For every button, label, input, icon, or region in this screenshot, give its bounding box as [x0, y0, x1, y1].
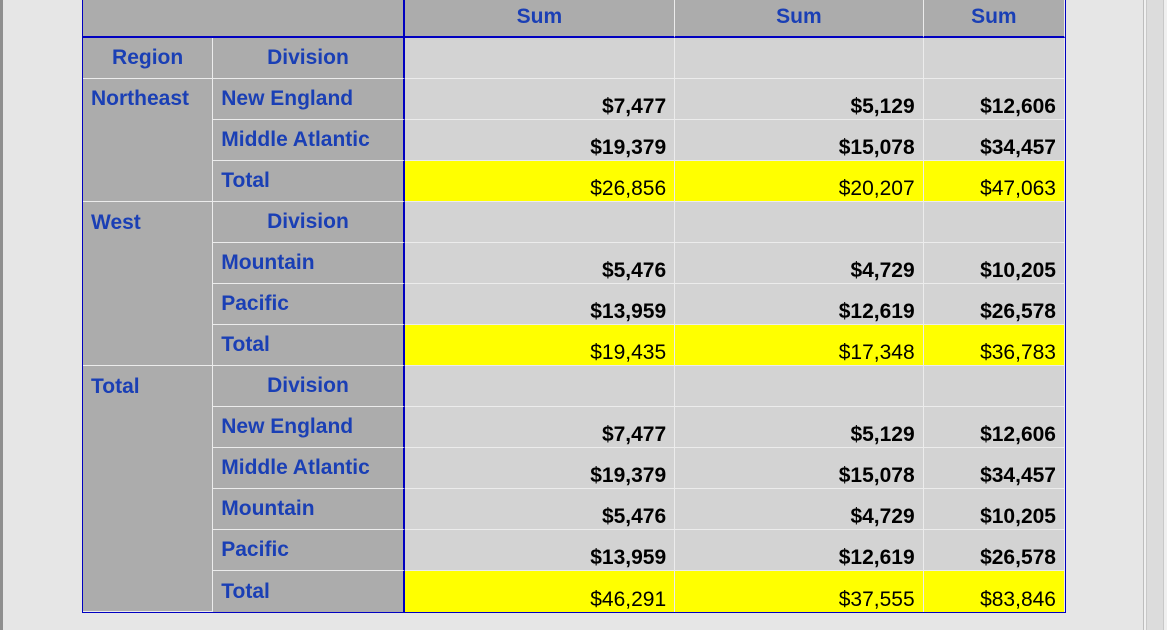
empty-cell: [923, 202, 1065, 243]
table-row: Middle Atlantic $19,379 $15,078 $34,457: [83, 120, 1065, 161]
group-header-row: Total Division: [83, 366, 1065, 612]
division-label: Total: [213, 161, 405, 202]
division-label: Total: [213, 571, 405, 612]
value-cell: $19,379: [404, 120, 676, 161]
value-cell: $4,729: [675, 243, 924, 284]
value-cell: $10,205: [923, 243, 1065, 284]
table-row: New England $7,477 $5,129 $12,606: [83, 407, 1065, 448]
empty-cell: [404, 38, 676, 79]
total-value-cell: $17,348: [675, 325, 924, 366]
group-header-row: West Division: [83, 202, 1065, 366]
value-cell: $12,606: [923, 407, 1065, 448]
table-row: Pacific $13,959 $12,619 $26,578: [83, 284, 1065, 325]
region-column-label: Region: [83, 38, 214, 79]
tabulate-report: Sum Sum Sum Region Division Northeast New E…: [82, 0, 1066, 613]
division-label: Middle Atlantic: [213, 120, 405, 161]
division-label: Pacific: [213, 530, 405, 571]
value-cell: $5,129: [675, 407, 924, 448]
table-row: Pacific $13,959 $12,619 $26,578: [83, 530, 1065, 571]
total-value-cell: $26,856: [404, 161, 676, 202]
value-cell: $15,078: [675, 120, 924, 161]
division-label: Middle Atlantic: [213, 448, 405, 489]
value-cell: $15,078: [675, 448, 924, 489]
value-cell: $12,606: [923, 79, 1065, 120]
table-body: Region Division Northeast New England $7,477…: [83, 38, 1065, 612]
total-value-cell: $46,291: [404, 571, 676, 612]
empty-cell: [675, 38, 924, 79]
column-header-sum-2: Sum: [675, 0, 924, 38]
column-header-row: Sum Sum Sum: [83, 0, 1065, 38]
value-cell: $19,379: [404, 448, 676, 489]
total-value-cell: $47,063: [923, 161, 1065, 202]
column-header-sum-1: Sum: [404, 0, 676, 38]
total-value-cell: $20,207: [675, 161, 924, 202]
division-label: New England: [213, 79, 405, 120]
value-cell: $26,578: [923, 530, 1065, 571]
empty-cell: [675, 366, 924, 407]
scrollbar-track[interactable]: [1146, 0, 1164, 630]
division-column-label: Division: [213, 202, 405, 243]
value-cell: $5,476: [404, 243, 676, 284]
empty-cell: [404, 366, 676, 407]
value-cell: $26,578: [923, 284, 1065, 325]
value-cell: $7,477: [404, 79, 676, 120]
empty-cell: [923, 38, 1065, 79]
division-column-label: Division: [213, 366, 405, 407]
total-value-cell: $19,435: [404, 325, 676, 366]
total-row: Total $46,291 $37,555 $83,846: [83, 571, 1065, 612]
value-cell: $34,457: [923, 120, 1065, 161]
value-cell: $13,959: [404, 284, 676, 325]
empty-cell: [404, 202, 676, 243]
division-label: Mountain: [213, 243, 405, 284]
region-label: West: [83, 202, 214, 366]
table-row: Mountain $5,476 $4,729 $10,205: [83, 489, 1065, 530]
division-column-label: Division: [213, 38, 405, 79]
value-cell: $7,477: [404, 407, 676, 448]
value-cell: $12,619: [675, 284, 924, 325]
empty-cell: [923, 366, 1065, 407]
division-label: Total: [213, 325, 405, 366]
division-label: Mountain: [213, 489, 405, 530]
region-label: Total: [83, 366, 214, 612]
total-value-cell: $83,846: [923, 571, 1065, 612]
window-left-edge: [0, 0, 3, 630]
table-row: Northeast New England $7,477 $5,129 $12,606: [83, 79, 1065, 202]
total-row: Total $26,856 $20,207 $47,063: [83, 161, 1065, 202]
summary-table: Sum Sum Sum Region Division Northeast New E…: [83, 0, 1065, 612]
column-header-sum-3: Sum: [923, 0, 1065, 38]
total-value-cell: $37,555: [675, 571, 924, 612]
group-header-row: Region Division: [83, 38, 1065, 79]
value-cell: $5,476: [404, 489, 676, 530]
table-row: Middle Atlantic $19,379 $15,078 $34,457: [83, 448, 1065, 489]
empty-cell: [675, 202, 924, 243]
division-label: New England: [213, 407, 405, 448]
region-label: Northeast: [83, 79, 214, 202]
division-label: Pacific: [213, 284, 405, 325]
table-row: Mountain $5,476 $4,729 $10,205: [83, 243, 1065, 284]
value-cell: $10,205: [923, 489, 1065, 530]
value-cell: $12,619: [675, 530, 924, 571]
total-row: Total $19,435 $17,348 $36,783: [83, 325, 1065, 366]
corner-cell: [83, 0, 405, 38]
value-cell: $4,729: [675, 489, 924, 530]
total-value-cell: $36,783: [923, 325, 1065, 366]
value-cell: $13,959: [404, 530, 676, 571]
vertical-scrollbar[interactable]: [1143, 0, 1167, 630]
value-cell: $34,457: [923, 448, 1065, 489]
value-cell: $5,129: [675, 79, 924, 120]
